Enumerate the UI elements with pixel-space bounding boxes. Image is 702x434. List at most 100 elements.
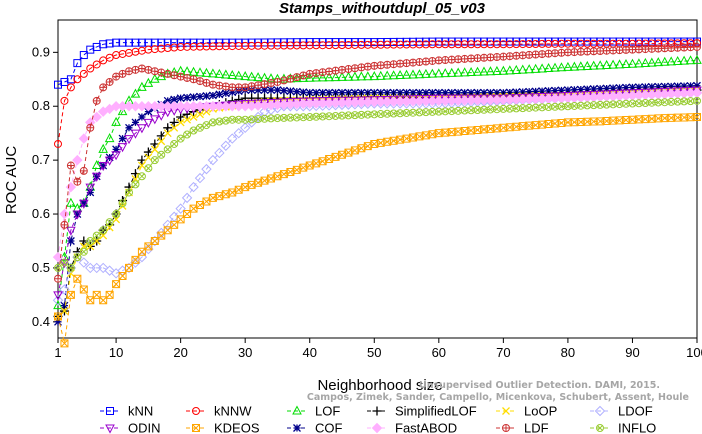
data-point bbox=[467, 106, 476, 115]
data-point bbox=[396, 109, 405, 118]
data-point bbox=[157, 150, 166, 159]
data-point bbox=[563, 48, 572, 57]
data-point bbox=[137, 161, 146, 170]
legend-item-kdeos: KDEOS bbox=[186, 421, 260, 434]
data-point bbox=[415, 88, 424, 97]
data-point bbox=[337, 71, 347, 81]
data-point bbox=[325, 41, 334, 50]
data-point bbox=[660, 98, 669, 107]
data-point bbox=[273, 172, 282, 181]
data-point bbox=[92, 172, 101, 181]
data-point bbox=[589, 39, 598, 48]
data-point bbox=[467, 126, 476, 135]
data-point bbox=[163, 69, 172, 78]
data-point bbox=[389, 109, 398, 118]
data-point bbox=[254, 178, 263, 187]
data-point bbox=[447, 128, 456, 137]
data-point bbox=[441, 88, 450, 97]
data-point bbox=[53, 291, 63, 301]
data-point bbox=[634, 45, 643, 54]
data-point bbox=[299, 41, 308, 50]
data-point bbox=[60, 339, 69, 348]
x-tick-label: 30 bbox=[238, 345, 252, 360]
data-point bbox=[440, 68, 451, 78]
y-tick-label: 0.8 bbox=[32, 98, 50, 113]
data-point bbox=[144, 45, 153, 54]
data-point bbox=[292, 41, 301, 50]
data-point bbox=[196, 123, 205, 132]
data-point bbox=[512, 51, 521, 60]
data-point bbox=[525, 40, 534, 49]
data-point bbox=[267, 38, 275, 47]
data-point bbox=[693, 96, 702, 105]
series-line-loop bbox=[57, 89, 698, 317]
data-point bbox=[137, 64, 146, 73]
data-point bbox=[267, 174, 275, 183]
data-point bbox=[318, 41, 327, 50]
data-point bbox=[370, 61, 379, 70]
data-point bbox=[434, 129, 443, 138]
data-point bbox=[196, 110, 204, 119]
data-point bbox=[118, 201, 127, 210]
data-point bbox=[52, 295, 64, 306]
data-point bbox=[356, 71, 367, 81]
data-point bbox=[454, 40, 463, 49]
data-point bbox=[396, 40, 405, 49]
legend-label: LOF bbox=[315, 404, 340, 419]
data-point bbox=[383, 40, 392, 49]
data-point bbox=[609, 100, 618, 109]
data-point bbox=[305, 113, 314, 122]
legend-item-fastabod: FastABOD bbox=[367, 421, 457, 434]
data-point bbox=[189, 126, 198, 135]
data-point bbox=[370, 110, 379, 119]
series-line-ldof bbox=[57, 92, 698, 301]
data-point bbox=[117, 106, 128, 116]
data-point bbox=[118, 272, 127, 281]
data-point bbox=[312, 159, 321, 168]
data-point bbox=[305, 69, 314, 78]
data-point bbox=[99, 83, 108, 92]
data-point bbox=[382, 70, 393, 80]
series-fastabod bbox=[52, 87, 702, 263]
data-point bbox=[531, 103, 540, 112]
data-point bbox=[634, 99, 643, 108]
data-point bbox=[512, 104, 521, 113]
legend-label: LDF bbox=[524, 421, 549, 434]
data-point bbox=[583, 39, 592, 48]
series-layer bbox=[52, 37, 702, 348]
data-point bbox=[150, 38, 159, 47]
x-tick-label: 70 bbox=[496, 345, 510, 360]
data-point bbox=[362, 71, 373, 81]
data-point bbox=[194, 172, 206, 184]
data-point bbox=[78, 199, 89, 209]
data-point bbox=[163, 129, 172, 138]
data-point bbox=[196, 42, 204, 51]
data-point bbox=[73, 177, 82, 186]
data-point bbox=[260, 176, 269, 185]
data-point bbox=[196, 201, 204, 210]
data-point bbox=[421, 88, 430, 97]
data-point bbox=[357, 144, 366, 153]
data-point bbox=[60, 258, 69, 267]
data-point bbox=[596, 84, 605, 93]
data-point bbox=[312, 41, 321, 50]
data-point bbox=[202, 92, 211, 100]
data-point bbox=[517, 64, 528, 74]
data-point bbox=[273, 114, 282, 123]
data-point bbox=[660, 44, 669, 53]
data-point bbox=[557, 102, 566, 111]
data-point bbox=[570, 118, 579, 127]
data-point bbox=[472, 66, 483, 76]
data-point bbox=[228, 88, 237, 97]
data-point bbox=[60, 77, 69, 86]
data-point bbox=[183, 42, 192, 51]
data-point bbox=[492, 105, 501, 114]
x-tick-label: 1 bbox=[54, 345, 61, 360]
data-point bbox=[402, 59, 411, 68]
data-point bbox=[685, 55, 696, 65]
data-point bbox=[344, 38, 353, 47]
legend-label: FastABOD bbox=[395, 421, 457, 434]
data-point bbox=[79, 285, 88, 294]
data-point bbox=[563, 86, 572, 95]
data-point bbox=[622, 99, 631, 108]
